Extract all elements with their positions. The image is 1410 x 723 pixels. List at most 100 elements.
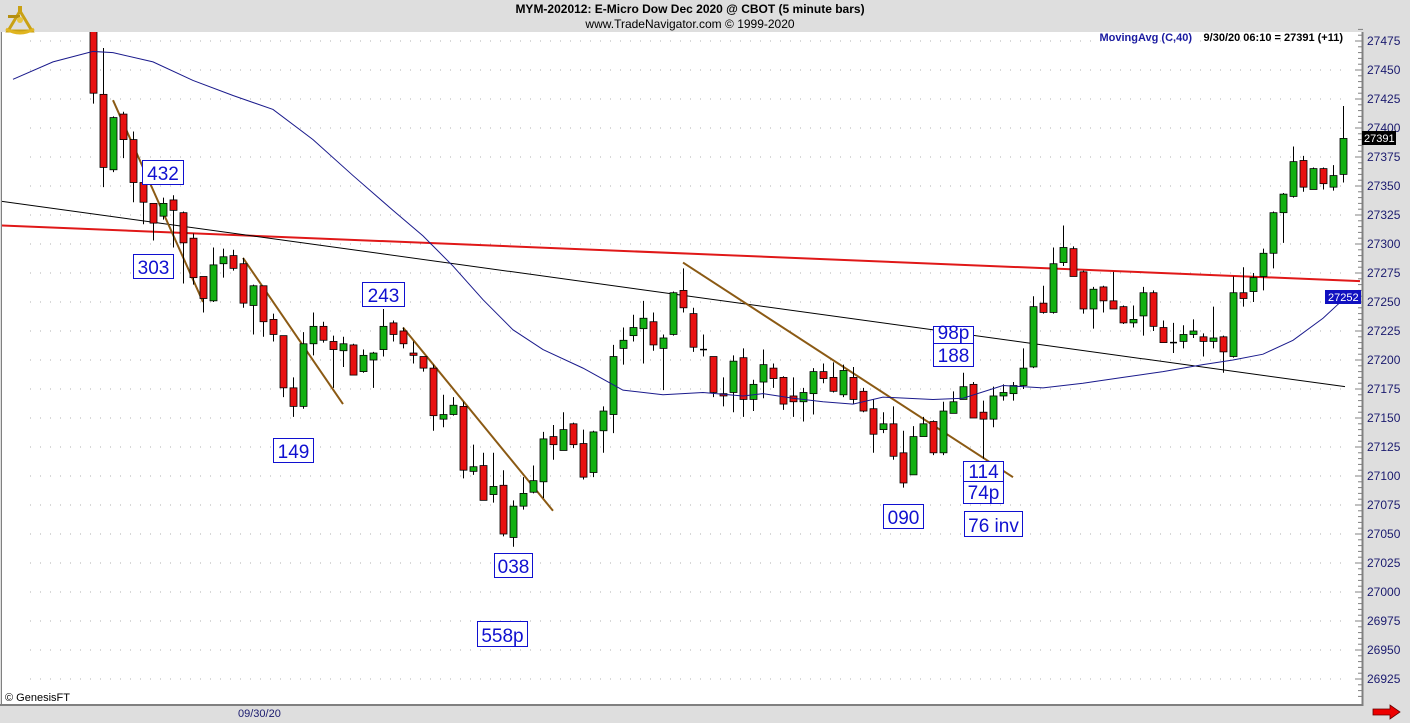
candle-body-up [599,410,608,432]
annotation-box [494,553,533,578]
candle-body-down [89,32,98,94]
candle [749,379,758,412]
candle [799,387,808,422]
candle [899,430,908,488]
brown-trendline [402,326,554,512]
moving-average-line [12,50,1344,405]
candle [869,399,878,453]
candle [269,313,278,342]
annotation-text: 188 [938,346,970,367]
y-tick-label: 27175 [1367,382,1401,396]
candle [399,327,408,349]
candle [889,406,898,460]
candle-body-up [249,285,258,306]
trendlines [2,99,1361,512]
candle [239,257,248,308]
candle [669,291,678,336]
candle [419,356,428,372]
candle [839,364,848,398]
candle [599,406,608,453]
red-right-arrow-icon[interactable] [1372,704,1401,720]
candle [1069,246,1078,277]
candle-body-down [889,423,898,457]
candle-body-up [1189,330,1198,335]
candle-body-up [809,371,818,395]
candle-body-up [379,325,388,350]
annotation-text: 090 [888,508,920,529]
candle-body-up [449,404,458,415]
candle [769,363,778,388]
candle-body-down [169,199,178,211]
y-tick-label: 27225 [1367,324,1401,338]
candle [1019,348,1028,389]
candle [509,500,518,547]
candle-body-up [1229,292,1238,357]
annotation-text: 038 [498,557,530,578]
candle [149,202,158,241]
candle-body-up [799,392,808,403]
annotation-box [964,511,1023,537]
candle [729,355,738,413]
candle-body-up [369,352,378,361]
candle-body-up [1259,252,1268,277]
candle-body-up [469,466,478,472]
y-tick-label: 26950 [1367,643,1401,657]
candle-body-down [429,367,438,417]
candle-body-down [849,376,858,400]
candle-body-up [1329,175,1338,188]
candle-body-down [259,285,268,323]
candle [1269,211,1278,269]
candle-body-down [389,322,398,335]
candle-body-up [489,486,498,495]
candle-body-down [1199,336,1208,342]
candle [1049,247,1058,314]
candle [1059,225,1068,267]
gold-sextant-logo-icon [5,6,35,35]
candle [1299,155,1308,192]
candle [449,397,458,416]
candle [459,401,468,479]
y-tick-label: 27050 [1367,527,1401,541]
candle-body-up [639,317,648,330]
candle [929,420,938,456]
ma-price-tag: 27252 [1325,290,1361,304]
candle [1119,305,1128,325]
candle [249,284,258,335]
y-tick-label: 26975 [1367,614,1401,628]
annotation-label: 76 inv [964,511,1023,537]
candle-body-down [319,325,328,341]
candle [439,394,448,428]
svg-text:27391: 27391 [1364,133,1395,145]
annotation-text: 303 [138,258,170,279]
candle-body-up [909,436,918,476]
candle-body-down [689,313,698,348]
candle [549,424,558,460]
annotation-text: 76 inv [968,516,1019,537]
annotation-box [883,504,924,529]
candle-body-down [1099,286,1108,302]
candle-body-down [819,371,828,379]
candle-body-down [679,289,688,309]
candle-body-up [629,327,638,337]
candle-body-up [439,414,448,420]
candle [1239,267,1248,307]
annotation-label: 114 [963,461,1004,483]
candle-body-up [609,356,618,415]
candle [649,312,658,351]
candle [579,429,588,480]
candle-body-up [299,343,308,407]
annotation-box [477,621,528,647]
candle [1089,286,1098,329]
candle-body-up [209,264,218,302]
candle [1279,192,1288,243]
chart-subtitle: www.TradeNavigator.com © 1999-2020 [584,17,794,31]
candle-body-down [1039,302,1048,313]
candle-body-down [289,387,298,407]
candle-body-down [1119,306,1128,324]
y-tick-label: 27075 [1367,498,1401,512]
scroll-right-button[interactable] [1372,704,1401,720]
candle [1319,167,1328,190]
candle-body-down [1109,300,1118,310]
candle-body-up [309,325,318,345]
candle-body-down [779,376,788,405]
